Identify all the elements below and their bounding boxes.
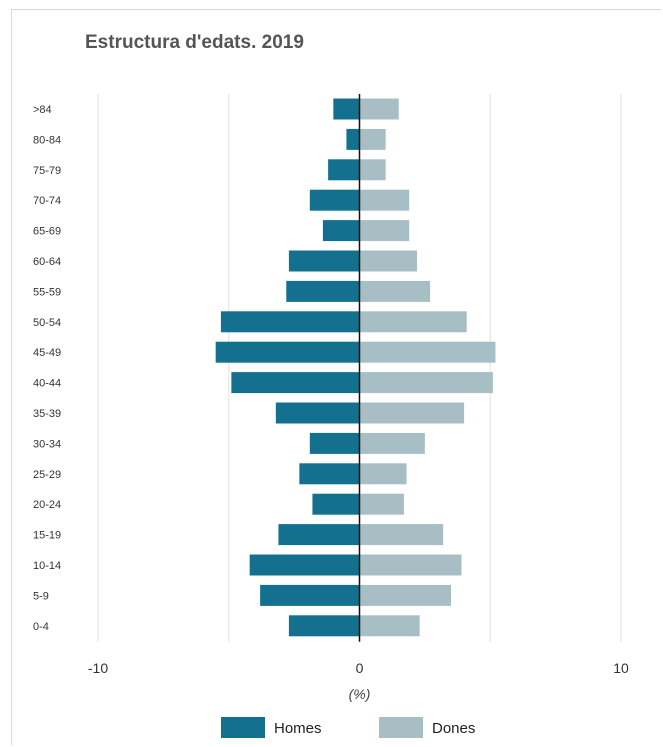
bar-dones-5-9[interactable] (359, 584, 452, 606)
bar-homes-50-54[interactable] (220, 311, 360, 333)
bar-dones-80-84[interactable] (359, 128, 386, 150)
bar-dones-20-24[interactable] (359, 493, 404, 515)
bar-dones-10-14[interactable] (359, 554, 462, 576)
category-label: 45-49 (33, 347, 61, 359)
category-label: 50-54 (33, 317, 61, 329)
bar-homes-45-49[interactable] (215, 341, 360, 363)
category-label: 20-24 (33, 499, 61, 511)
bar-dones-75-79[interactable] (359, 159, 386, 181)
bar-homes-65-69[interactable] (322, 220, 360, 242)
bar-homes-15-19[interactable] (278, 524, 360, 546)
bar-homes-20-24[interactable] (312, 493, 360, 515)
legend-label-homes[interactable]: Homes (274, 720, 322, 737)
bar-dones-40-44[interactable] (359, 372, 493, 394)
category-label: 80-84 (33, 134, 61, 146)
x-tick-labels: -10 0 10 (88, 660, 629, 676)
bar-homes-30-34[interactable] (309, 432, 360, 454)
category-label: 40-44 (33, 378, 61, 390)
category-label: 30-34 (33, 438, 61, 450)
bar-homes-40-44[interactable] (231, 372, 360, 394)
legend-label-dones[interactable]: Dones (432, 720, 475, 737)
category-label: 35-39 (33, 408, 61, 420)
legend-swatch-dones[interactable] (379, 717, 423, 738)
bars (215, 98, 496, 637)
bar-homes-60-64[interactable] (288, 250, 360, 272)
bar-homes-55-59[interactable] (286, 280, 360, 302)
bar-homes-70-74[interactable] (309, 189, 360, 211)
category-labels: >84 80-84 75-79 70-74 65-69 60-64 55-59 50-54 45… (33, 104, 61, 633)
legend: Homes Dones (221, 717, 475, 738)
legend-swatch-homes[interactable] (221, 717, 265, 738)
bar-homes-5-9[interactable] (260, 584, 360, 606)
bar-dones-70-74[interactable] (359, 189, 410, 211)
bar-homes-10-14[interactable] (249, 554, 360, 576)
bar-homes->84[interactable] (333, 98, 360, 120)
bar-dones-15-19[interactable] (359, 524, 444, 546)
category-label: 55-59 (33, 286, 61, 298)
bar-dones->84[interactable] (359, 98, 399, 120)
x-tick-label: 10 (613, 660, 629, 676)
bar-homes-80-84[interactable] (346, 128, 360, 150)
bar-dones-35-39[interactable] (359, 402, 465, 424)
bar-dones-55-59[interactable] (359, 280, 431, 302)
category-label: 5-9 (33, 590, 49, 602)
category-label: 10-14 (33, 560, 61, 572)
category-label: 75-79 (33, 165, 61, 177)
bar-homes-0-4[interactable] (288, 615, 360, 637)
bar-homes-25-29[interactable] (299, 463, 360, 485)
bar-dones-60-64[interactable] (359, 250, 418, 272)
category-label: 70-74 (33, 195, 61, 207)
category-label: 25-29 (33, 469, 61, 481)
bar-dones-50-54[interactable] (359, 311, 467, 333)
category-label: 15-19 (33, 530, 61, 542)
bar-homes-75-79[interactable] (328, 159, 360, 181)
bar-dones-25-29[interactable] (359, 463, 407, 485)
gridlines (97, 94, 622, 642)
category-label: >84 (33, 104, 52, 116)
x-tick-label: -10 (88, 660, 108, 676)
x-axis-label: (%) (349, 686, 371, 702)
bar-dones-30-34[interactable] (359, 432, 425, 454)
category-label: 60-64 (33, 256, 61, 268)
category-label: 0-4 (33, 621, 49, 633)
bar-dones-45-49[interactable] (359, 341, 496, 363)
bar-homes-35-39[interactable] (275, 402, 360, 424)
bar-dones-65-69[interactable] (359, 220, 410, 242)
chart-title: Estructura d'edats. 2019 (85, 32, 304, 53)
category-label: 65-69 (33, 226, 61, 238)
bar-dones-0-4[interactable] (359, 615, 420, 637)
x-tick-label: 0 (356, 660, 364, 676)
